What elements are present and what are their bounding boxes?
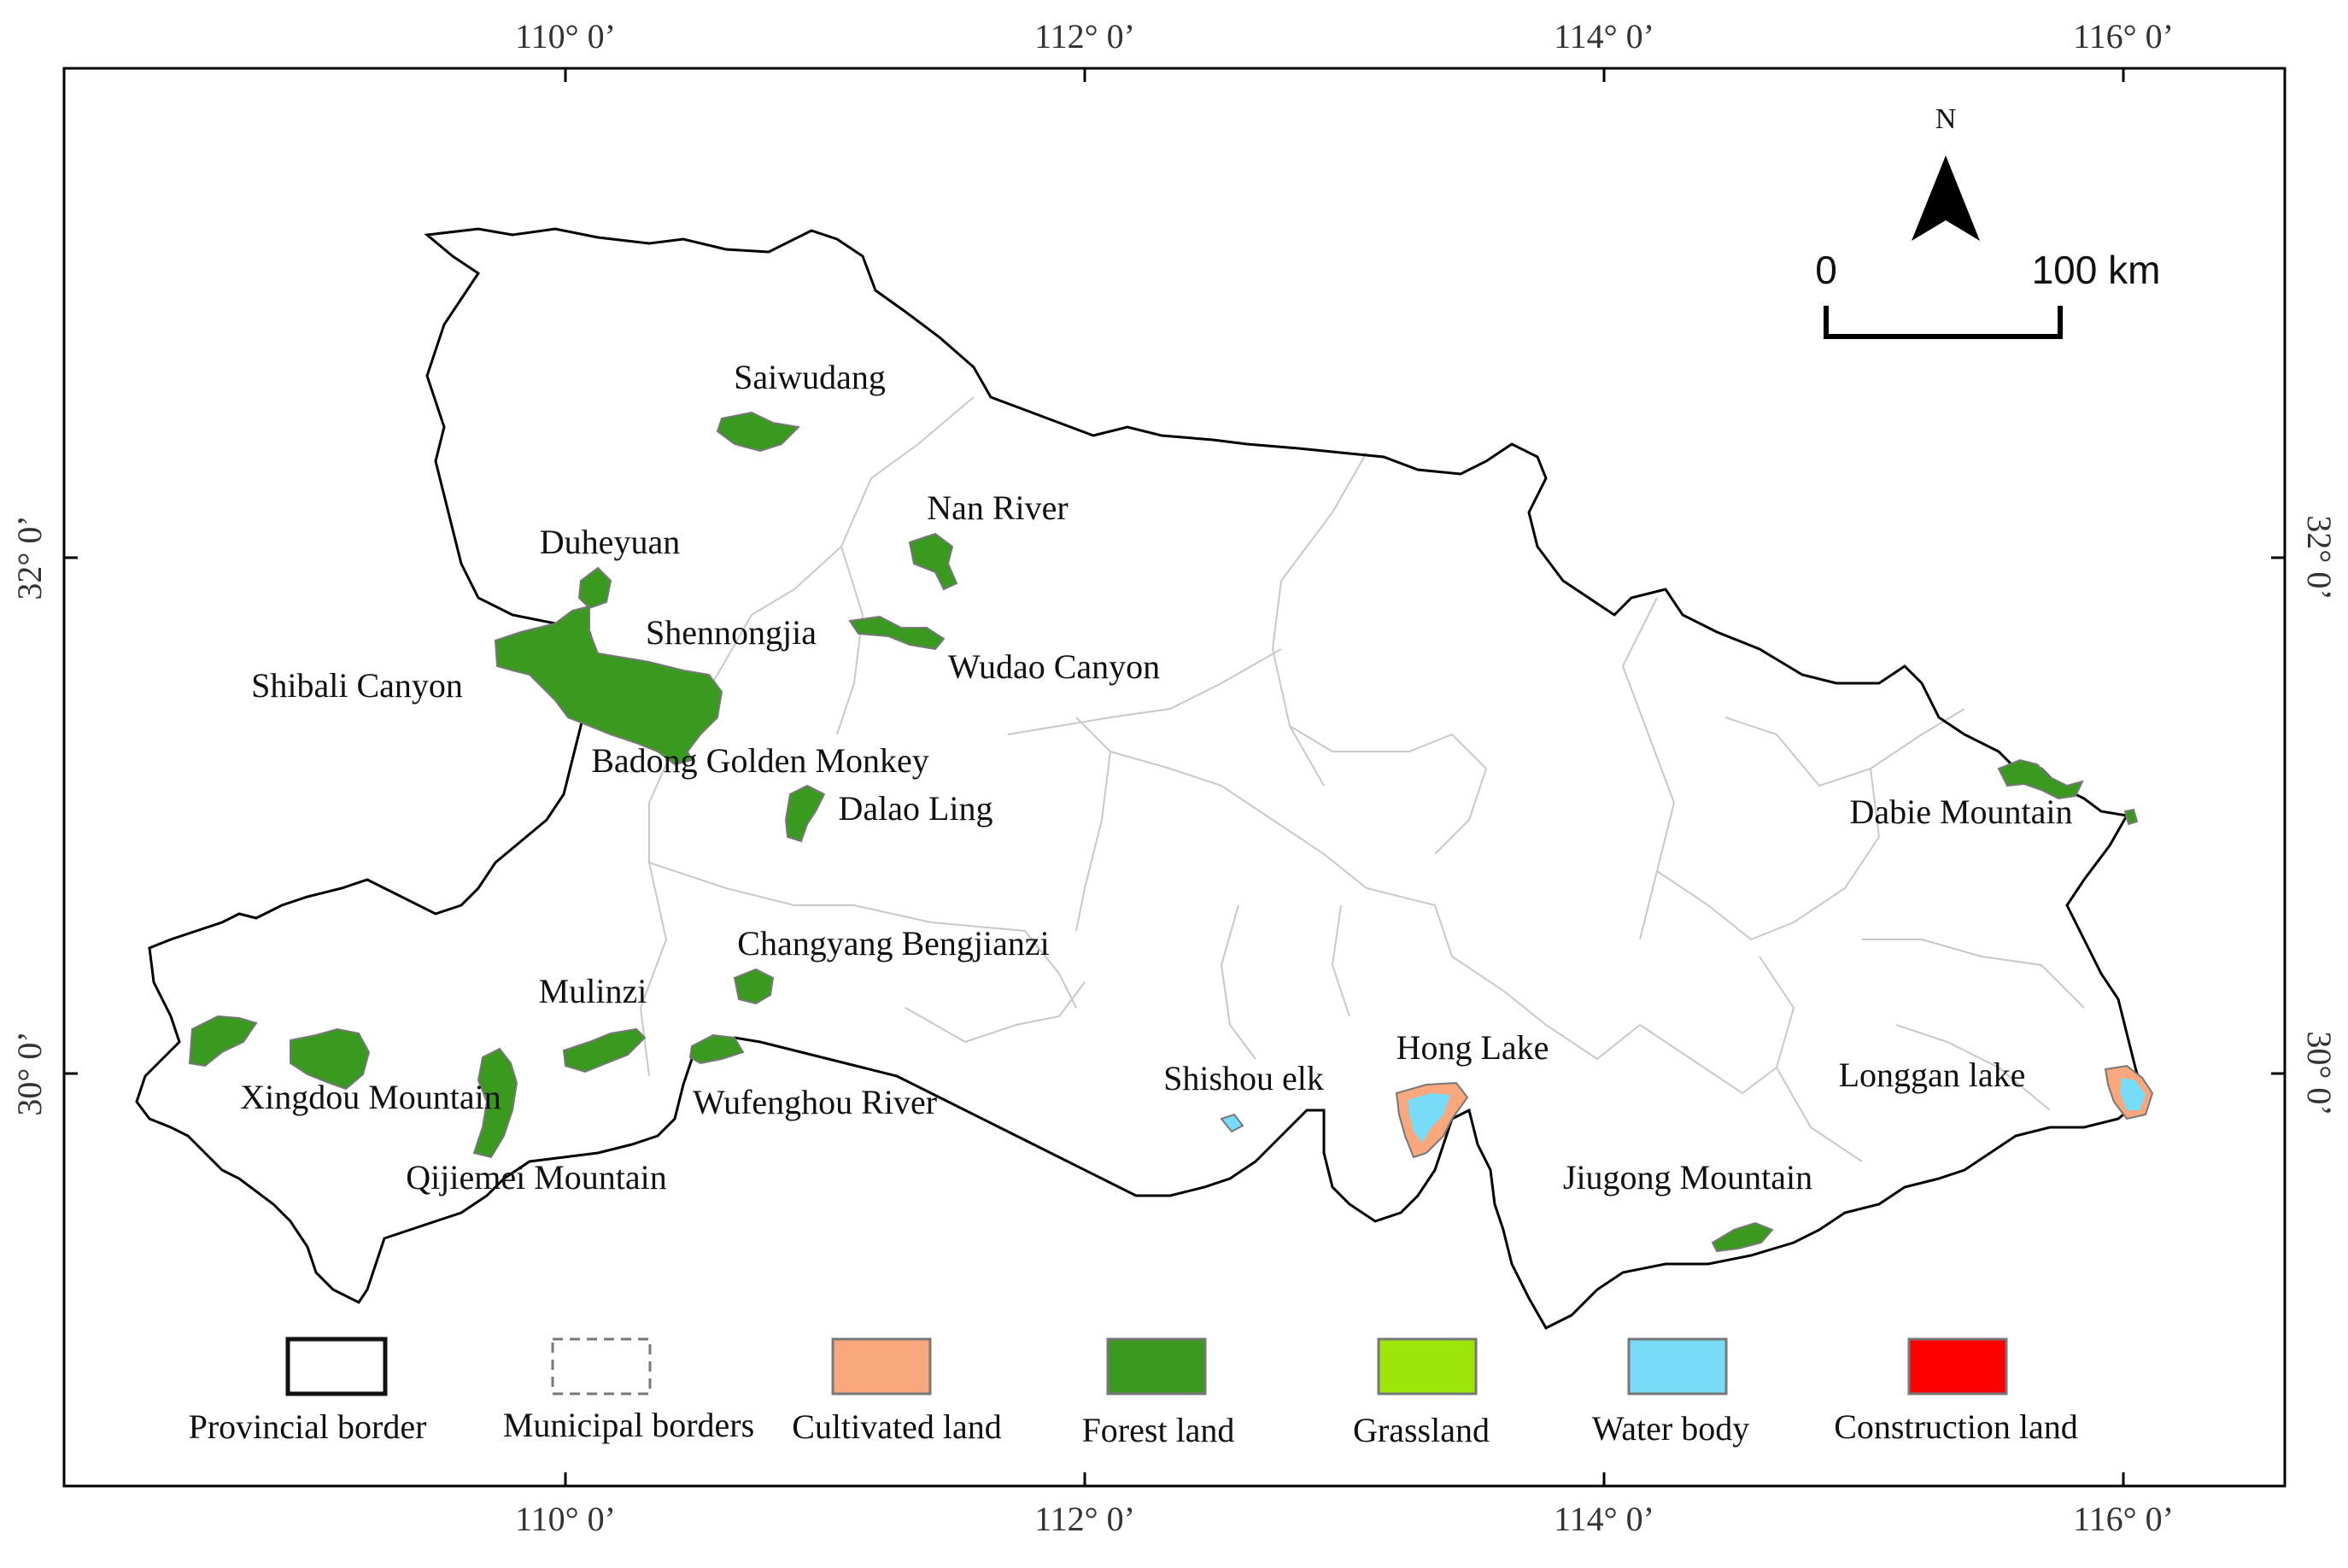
label-shibali-canyon: Shibali Canyon xyxy=(251,666,463,705)
area-dalao-ling xyxy=(784,784,826,843)
area-duheyuan xyxy=(577,566,612,610)
lon-label-bottom-114: 114° 0’ xyxy=(1554,1500,1654,1538)
area-mulinzi xyxy=(562,1027,647,1074)
legend-swatch-construction xyxy=(1907,1337,2008,1395)
label-qijiemei: Qijiemei Mountain xyxy=(406,1158,667,1196)
lon-label-top-114: 114° 0’ xyxy=(1554,17,1654,56)
map-frame xyxy=(62,67,2287,1488)
label-saiwudang: Saiwudang xyxy=(734,358,886,396)
lon-label-top-110: 110° 0’ xyxy=(515,17,616,56)
legend-swatch-cultivated xyxy=(831,1337,932,1395)
label-badong: Badong Golden Monkey xyxy=(591,741,929,780)
label-changyang: Changyang Bengjianzi xyxy=(737,924,1049,962)
legend-label-municipal: Municipal borders xyxy=(503,1406,754,1444)
legend-swatch-municipal xyxy=(551,1337,652,1395)
label-wudao-canyon: Wudao Canyon xyxy=(948,647,1160,686)
area-hong-lake-water xyxy=(1408,1093,1450,1143)
label-wufenghou: Wufenghou River xyxy=(693,1083,937,1121)
label-hong-lake: Hong Lake xyxy=(1397,1028,1549,1067)
legend-label-cultivated: Cultivated land xyxy=(792,1407,1002,1446)
scale-end-label: 100 km xyxy=(2032,248,2161,292)
lon-label-bottom-112: 112° 0’ xyxy=(1034,1500,1135,1538)
area-longgan-water xyxy=(2120,1078,2146,1110)
area-saiwudang xyxy=(716,411,801,453)
label-longgan: Longgan lake xyxy=(1839,1056,2026,1094)
area-dabie-east xyxy=(2123,808,2139,826)
lon-label-bottom-116: 116° 0’ xyxy=(2073,1500,2174,1538)
area-xingdou-west xyxy=(188,1015,258,1068)
area-wufenghou xyxy=(688,1033,745,1065)
north-label: N xyxy=(1935,103,1957,135)
area-xingdou xyxy=(290,1027,371,1091)
label-mulinzi: Mulinzi xyxy=(539,972,647,1010)
municipal-borders xyxy=(639,396,2085,1162)
legend-label-water: Water body xyxy=(1592,1409,1750,1448)
area-jiugong xyxy=(1711,1221,1774,1253)
protected-areas xyxy=(188,411,2154,1253)
provincial-border xyxy=(135,227,2146,1330)
label-jiugong: Jiugong Mountain xyxy=(1563,1158,1812,1196)
lat-label-right-30: 30° 0’ xyxy=(2300,1031,2339,1115)
legend-label-provincial: Provincial border xyxy=(189,1407,427,1446)
area-dabie xyxy=(1997,758,2084,800)
north-arrow-icon xyxy=(1912,155,1980,241)
legend-swatch-forest xyxy=(1106,1337,1207,1395)
legend-swatch-water xyxy=(1627,1337,1728,1395)
graticule-ticks xyxy=(64,68,2285,1486)
legend-label-construction: Construction land xyxy=(1834,1407,2078,1446)
label-dabie: Dabie Mountain xyxy=(1849,793,2072,831)
label-duheyuan: Duheyuan xyxy=(540,523,680,561)
area-shennongjia-shibali xyxy=(494,605,723,766)
label-xingdou: Xingdou Mountain xyxy=(240,1078,501,1116)
area-wudao-canyon xyxy=(848,615,946,651)
area-shishou xyxy=(1220,1113,1244,1133)
lon-label-top-112: 112° 0’ xyxy=(1034,17,1135,56)
legend-swatch-provincial xyxy=(285,1337,388,1396)
legend-label-forest: Forest land xyxy=(1082,1411,1235,1449)
label-shishou: Shishou elk xyxy=(1163,1059,1324,1097)
scale-bar-line xyxy=(1824,306,2063,339)
label-dalao-ling: Dalao Ling xyxy=(838,789,992,828)
label-shennongjia: Shennongjia xyxy=(646,613,817,652)
lat-label-left-32: 32° 0’ xyxy=(10,515,49,600)
lat-label-right-32: 32° 0’ xyxy=(2300,515,2339,600)
scale-bar: 0 100 km xyxy=(1815,248,2161,339)
north-arrow: N xyxy=(1912,103,1980,241)
area-nan-river xyxy=(908,532,958,591)
lat-label-left-30: 30° 0’ xyxy=(10,1031,49,1115)
lon-label-top-116: 116° 0’ xyxy=(2073,17,2174,56)
scale-start-label: 0 xyxy=(1815,248,1837,292)
place-labels: Saiwudang Nan River Duheyuan Shennongjia… xyxy=(240,358,2072,1196)
area-changyang xyxy=(733,968,775,1005)
area-qijiemei xyxy=(472,1047,518,1159)
label-nan-river: Nan River xyxy=(927,489,1069,527)
legend-swatch-grassland xyxy=(1377,1337,1478,1395)
legend-label-grassland: Grassland xyxy=(1353,1411,1490,1449)
legend: Provincial border Municipal borders Cult… xyxy=(189,1337,2078,1449)
lon-label-bottom-110: 110° 0’ xyxy=(515,1500,616,1538)
